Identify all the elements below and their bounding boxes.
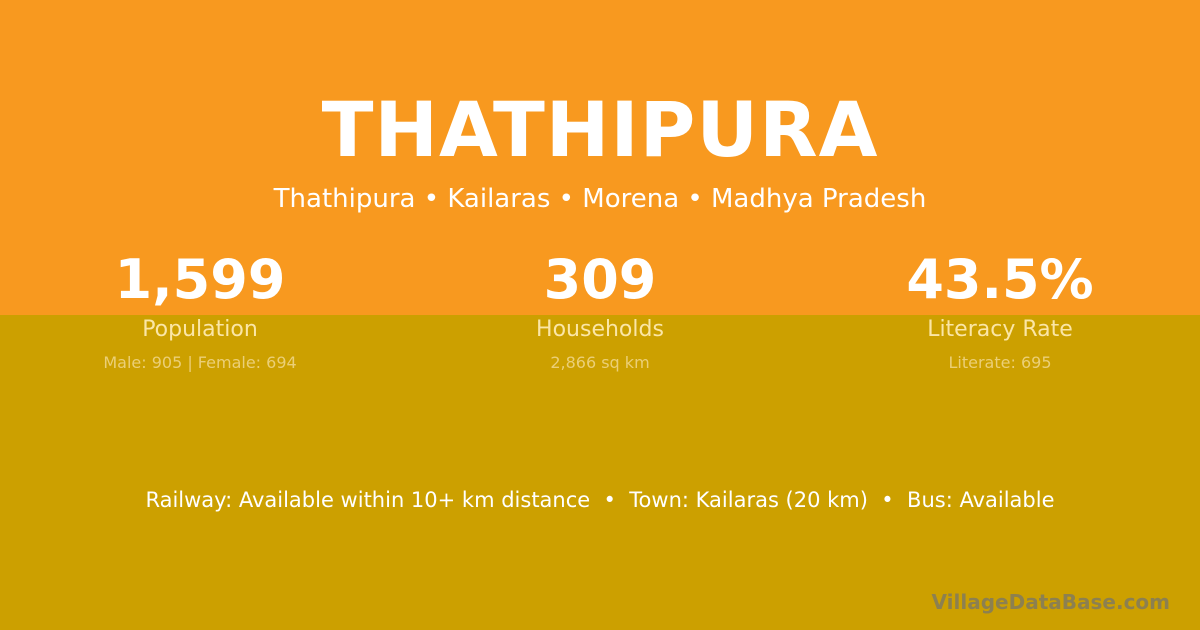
body-band [0, 315, 1200, 630]
stat-value: 1,599 [114, 248, 286, 311]
brand-logo: VillageDataBase.com [931, 590, 1170, 614]
stat-value: 43.5% [906, 248, 1094, 311]
header-band [0, 0, 1200, 315]
amenities-info: Railway: Available within 10+ km distanc… [145, 488, 1055, 512]
stat-label: Literacy Rate [927, 317, 1073, 342]
stat-households: 309 Households 2,866 sq km [400, 248, 800, 374]
stat-value: 309 [543, 248, 657, 311]
stat-label: Population [142, 317, 258, 342]
stat-label: Households [536, 317, 664, 342]
stat-population: 1,599 Population Male: 905 | Female: 694 [0, 248, 400, 374]
stat-detail: 2,866 sq km [550, 353, 650, 372]
village-title: THATHIPURA [321, 85, 879, 174]
stat-detail: Male: 905 | Female: 694 [103, 353, 297, 372]
stat-literacy: 43.5% Literacy Rate Literate: 695 [800, 248, 1200, 374]
stat-detail: Literate: 695 [948, 353, 1052, 372]
breadcrumb: Thathipura • Kailaras • Morena • Madhya … [273, 184, 927, 214]
